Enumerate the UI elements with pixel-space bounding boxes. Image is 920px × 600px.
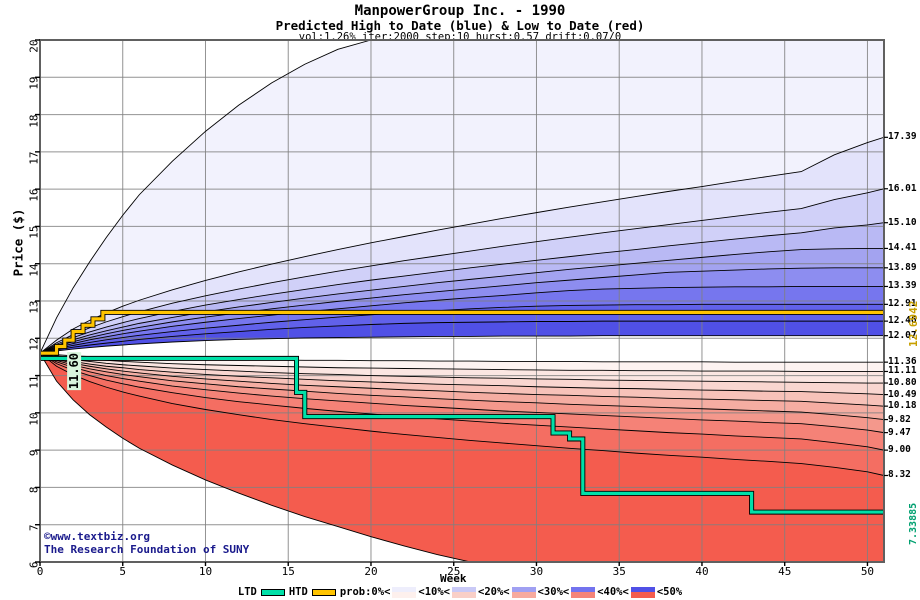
right-value-label: 12.46: [888, 315, 917, 327]
right-value-label: 10.18: [888, 400, 917, 412]
right-value-label: 13.39: [888, 280, 917, 292]
legend-band-label: <10%<: [418, 586, 450, 598]
y-tick-label: 7: [27, 524, 41, 531]
x-tick-label: 45: [778, 565, 792, 578]
x-tick-label: 40: [695, 565, 709, 578]
right-value-label: 9.00: [888, 444, 911, 456]
right-value-label: 8.32: [888, 469, 911, 481]
y-tick-label: 19: [27, 76, 41, 91]
x-tick-label: 5: [119, 565, 127, 578]
chart-subtitle: Predicted High to Date (blue) & Low to D…: [275, 18, 645, 33]
right-value-label: 9.47: [888, 426, 911, 438]
y-tick-label: 13: [27, 300, 41, 314]
legend-ltd-label: LTD: [237, 586, 257, 598]
credit-line-2: The Research Foundation of SUNY: [44, 543, 250, 556]
right-value-label: 14.41: [888, 242, 917, 254]
y-tick-label: 20: [27, 39, 41, 53]
legend-htd-swatch: [311, 588, 336, 596]
legend-band-label: <20%<: [478, 586, 510, 598]
x-tick-label: 0: [36, 565, 44, 578]
y-tick-label: 15: [27, 225, 41, 240]
y-tick-label: 14: [27, 263, 41, 277]
right-value-label: 13.89: [888, 261, 917, 273]
legend-band-swatch: [392, 586, 417, 598]
y-tick-label: 10: [27, 412, 41, 426]
legend-htd-label: HTD: [288, 586, 308, 598]
legend-band-label: <30%<: [537, 586, 570, 598]
ltd-end-label: 7.33885: [908, 502, 919, 546]
x-tick-label: 30: [529, 565, 544, 578]
legend-band-swatch: [452, 586, 476, 598]
y-tick-label: 17: [27, 151, 41, 165]
legend-band-swatch: [630, 586, 655, 598]
y-tick-label: 11: [27, 375, 41, 389]
right-value-label: 12.91: [888, 298, 917, 310]
start-price-label: 11.60: [67, 352, 82, 391]
x-tick-label: 15: [281, 565, 295, 578]
x-tick-label: 25: [447, 565, 461, 578]
chart-legend: LTD HTD prob:0%< <10%< <20%< <30%< <40%< <50%: [0, 586, 920, 598]
right-value-label: 16.01: [888, 182, 917, 194]
x-tick-label: 20: [364, 565, 378, 578]
x-tick-label: 35: [612, 565, 626, 578]
legend-probability-bands: prob:0%< <10%< <20%< <30%< <40%< <50%: [339, 586, 683, 598]
htd-end-label: 12.6942: [907, 301, 920, 348]
right-value-label: 12.07: [888, 329, 917, 341]
y-tick-label: 16: [27, 188, 41, 202]
y-tick-label: 18: [27, 114, 41, 128]
right-value-label: 10.49: [888, 388, 917, 400]
right-value-label: 10.80: [888, 377, 917, 389]
y-tick-label: 8: [27, 486, 41, 494]
x-tick-label: 10: [198, 565, 213, 578]
right-value-label: 17.39: [888, 131, 917, 143]
legend-band-label: <50%: [656, 586, 683, 598]
legend-band-label: <40%<: [597, 586, 629, 598]
credit-line-1[interactable]: ©www.textbiz.org: [44, 530, 150, 543]
legend-band-swatch: [571, 586, 596, 598]
x-axis-label: Week: [440, 572, 467, 585]
legend-band-swatch: [511, 586, 536, 598]
chart-title: ManpowerGroup Inc. - 1990: [354, 3, 566, 19]
legend-ltd-swatch: [260, 588, 285, 596]
x-tick-label: 50: [860, 565, 875, 578]
right-value-label: 15.10: [888, 216, 917, 228]
right-value-label: 11.36: [888, 356, 917, 368]
right-value-label: 9.82: [888, 413, 911, 425]
y-tick-label: 12: [27, 337, 41, 352]
legend-band-label: prob:0%<: [339, 586, 391, 598]
right-value-label: 11.11: [888, 365, 917, 377]
y-tick-label: 9: [27, 449, 41, 457]
